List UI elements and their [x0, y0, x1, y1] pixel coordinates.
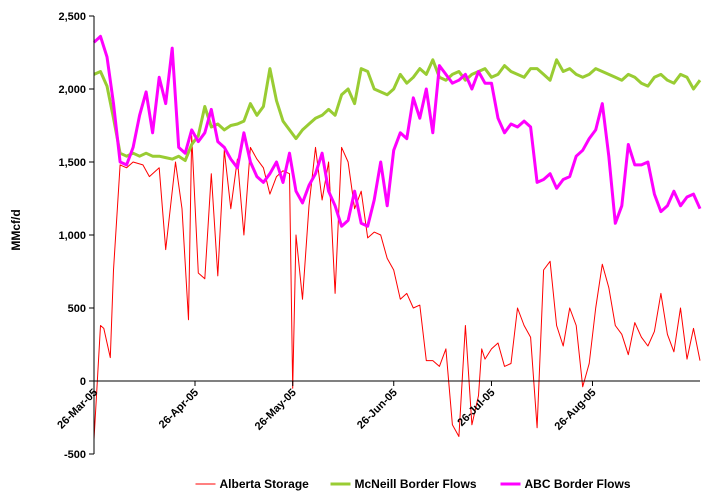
y-tick-label: 2,000	[58, 84, 86, 96]
y-axis-title: MMcf/d	[9, 209, 23, 250]
legend: Alberta Storage McNeill Border Flows ABC B…	[195, 477, 631, 491]
legend-label: McNeill Border Flows	[355, 477, 477, 491]
y-tick-label: 1,000	[58, 230, 86, 242]
y-tick-label: -500	[64, 449, 86, 461]
x-tick-label: 26-Aug-05	[553, 387, 599, 433]
x-tick-label: 26-Jun-05	[355, 387, 400, 432]
x-tick-label: 26-May-05	[253, 387, 299, 433]
series-line-abc-border-flows	[92, 34, 702, 228]
series-line-alberta-storage	[93, 135, 701, 440]
legend-label: ABC Border Flows	[525, 477, 631, 491]
y-tick-label: 500	[68, 303, 86, 315]
legend-label: Alberta Storage	[220, 477, 310, 491]
legend-item-mcneill-border-flows: McNeill Border Flows	[330, 477, 477, 491]
y-tick-label: 1,500	[58, 157, 86, 169]
y-tick-label: 2,500	[58, 11, 86, 23]
series-line-mcneill-border-flows	[93, 58, 702, 162]
y-tick-label: 0	[80, 376, 86, 388]
legend-item-alberta-storage: Alberta Storage	[195, 477, 310, 491]
legend-item-abc-border-flows: ABC Border Flows	[500, 477, 631, 491]
x-tick-label: 26-Mar-05	[55, 387, 100, 432]
x-tick-label: 26-Apr-05	[157, 387, 201, 431]
